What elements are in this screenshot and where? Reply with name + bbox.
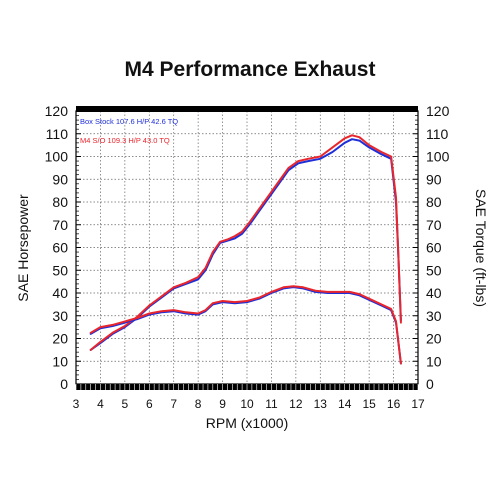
y-tick-label-right: 30 [426, 308, 442, 324]
y-tick-label-left: 90 [52, 171, 68, 187]
y-tick-label-right: 80 [426, 194, 442, 210]
x-tick-label: 13 [314, 397, 328, 411]
series-line-torque-3 [89, 285, 402, 365]
y-tick-label-left: 30 [52, 308, 68, 324]
y-tick-label-right: 20 [426, 331, 442, 347]
legend-entry: M4 S/O 109.3 H/P 43.0 TQ [80, 136, 170, 145]
y-ticks-right: 0 10 20 30 40 50 60 70 80 90 100 110 120 [413, 103, 450, 392]
y-ticks-left: 0 10 20 30 40 50 60 70 80 90 100 110 120 [45, 103, 81, 392]
x-ticks: 3 4 5 6 7 8 9 10 11 12 13 14 15 16 17 [73, 384, 425, 411]
y-tick-label-left: 20 [52, 331, 68, 347]
x-tick-label: 17 [411, 397, 425, 411]
x-tick-label: 10 [240, 397, 254, 411]
x-axis-label: RPM (x1000) [206, 415, 288, 431]
y-tick-label-left: 120 [45, 103, 69, 119]
y-tick-label-left: 80 [52, 194, 68, 210]
x-tick-label: 9 [219, 397, 226, 411]
y-tick-label-right: 110 [426, 126, 449, 142]
x-tick-label: 7 [170, 397, 177, 411]
series-layer [89, 134, 402, 365]
y-axis-label-left: SAE Horsepower [15, 194, 31, 302]
y-tick-label-right: 50 [426, 262, 442, 278]
legend: Box Stock 107.6 H/P 42.6 TQ M4 S/O 109.3 … [80, 117, 178, 145]
y-tick-label-right: 0 [426, 376, 434, 392]
series-line-torque-2 [89, 286, 402, 365]
x-tick-label: 12 [289, 397, 303, 411]
y-tick-label-left: 110 [46, 126, 69, 142]
y-axis-label-right: SAE Torque (ft-lbs) [473, 189, 489, 307]
legend-entry: Box Stock 107.6 H/P 42.6 TQ [80, 117, 178, 126]
y-tick-label-left: 70 [52, 217, 68, 233]
x-tick-label: 11 [265, 397, 278, 411]
x-tick-label: 5 [122, 397, 129, 411]
y-tick-label-right: 60 [426, 240, 442, 256]
grid [76, 111, 418, 384]
plot-top-bar [76, 106, 418, 112]
x-tick-label: 16 [387, 397, 401, 411]
y-tick-label-left: 50 [52, 262, 68, 278]
x-tick-label: 15 [362, 397, 376, 411]
y-tick-label-right: 10 [426, 353, 442, 369]
y-tick-label-right: 120 [426, 103, 450, 119]
series-line-horsepower-1 [89, 134, 402, 351]
y-tick-label-right: 70 [426, 217, 442, 233]
x-tick-label: 8 [195, 397, 202, 411]
x-tick-label: 14 [338, 397, 352, 411]
y-tick-label-left: 100 [45, 149, 69, 165]
y-tick-label-right: 40 [426, 285, 442, 301]
y-tick-label-left: 60 [52, 240, 68, 256]
y-tick-label-right: 100 [426, 149, 450, 165]
chart-title: M4 Performance Exhaust [124, 58, 376, 81]
x-tick-label: 6 [146, 397, 153, 411]
y-tick-label-left: 10 [52, 353, 68, 369]
y-tick-label-right: 90 [426, 171, 442, 187]
y-tick-label-left: 0 [60, 376, 68, 392]
y-tick-label-left: 40 [52, 285, 68, 301]
x-tick-label: 4 [97, 397, 104, 411]
x-tick-label: 3 [73, 397, 80, 411]
